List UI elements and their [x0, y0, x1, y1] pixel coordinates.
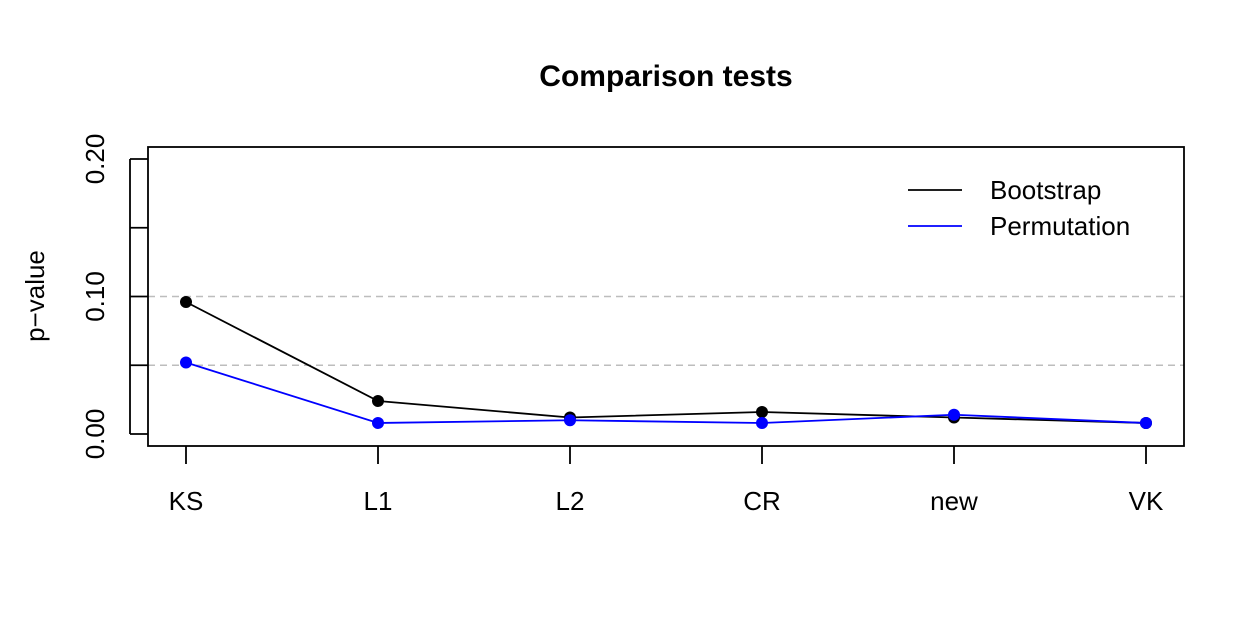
data-point — [564, 414, 576, 427]
data-point — [372, 417, 384, 429]
x-tick-label: new — [930, 486, 978, 516]
data-point — [180, 296, 192, 308]
y-axis: 0.00 0.10 0.20 — [80, 134, 148, 460]
y-tick-label: 0.20 — [80, 134, 110, 185]
series-line — [185, 361, 1147, 424]
data-point — [1140, 417, 1152, 429]
legend: Bootstrap Permutation — [908, 175, 1130, 241]
series-permutation — [180, 356, 1152, 429]
legend-label: Permutation — [990, 211, 1130, 241]
data-point — [948, 408, 960, 421]
y-tick-label: 0.10 — [80, 271, 110, 322]
series-bootstrap — [180, 296, 1152, 429]
series-layer — [180, 296, 1152, 429]
x-tick-label: L1 — [364, 486, 393, 516]
data-point — [756, 406, 768, 418]
x-tick-label: L2 — [556, 486, 585, 516]
x-tick-label: CR — [743, 486, 781, 516]
data-point — [180, 356, 192, 369]
x-tick-label: KS — [169, 486, 204, 516]
data-point — [756, 417, 768, 429]
chart-title: Comparison tests — [539, 60, 792, 93]
series-line — [185, 301, 1147, 424]
data-point — [372, 395, 384, 407]
x-axis: KS L1 L2 CR new VK — [169, 446, 1164, 516]
y-axis-label: p−value — [20, 250, 50, 342]
y-tick-label: 0.00 — [80, 409, 110, 460]
legend-label: Bootstrap — [990, 175, 1101, 205]
x-tick-label: VK — [1129, 486, 1164, 516]
reference-lines — [148, 295, 1184, 367]
